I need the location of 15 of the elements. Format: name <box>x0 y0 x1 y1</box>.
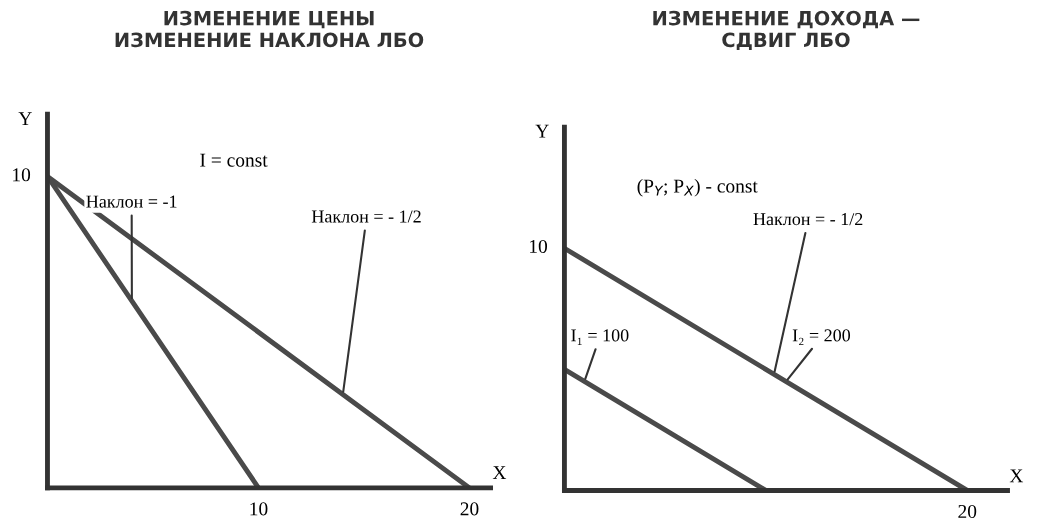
text: (P$_{Y}$; P$_{X}$) - const <box>637 178 758 197</box>
chart-title: ИЗМЕНЕНИЕ ЦЕНЫ ИЗМЕНЕНИЕ НАКЛОНА ЛБО <box>115 10 424 48</box>
y-axis-title: Y <box>535 124 549 138</box>
annotation: Наклон = - 1/2 <box>311 210 421 223</box>
y-axis-title: Y <box>18 112 32 125</box>
text: I = const <box>200 153 268 167</box>
x-axis-title: X <box>492 466 507 479</box>
annotation: Наклон = -1 <box>86 195 177 208</box>
text: Наклон = - 1/2 <box>753 213 863 226</box>
annotation: I₁ = 100 <box>571 329 629 345</box>
annotation: 10 <box>13 168 31 182</box>
x-axis-title: X <box>1009 469 1024 483</box>
annotation: I₂ = 200 <box>792 329 851 345</box>
chart-title: ИЗМЕНЕНИЕ ДОХОДА — СДВИГ ЛБО <box>653 10 920 50</box>
text: 10 <box>530 239 548 253</box>
